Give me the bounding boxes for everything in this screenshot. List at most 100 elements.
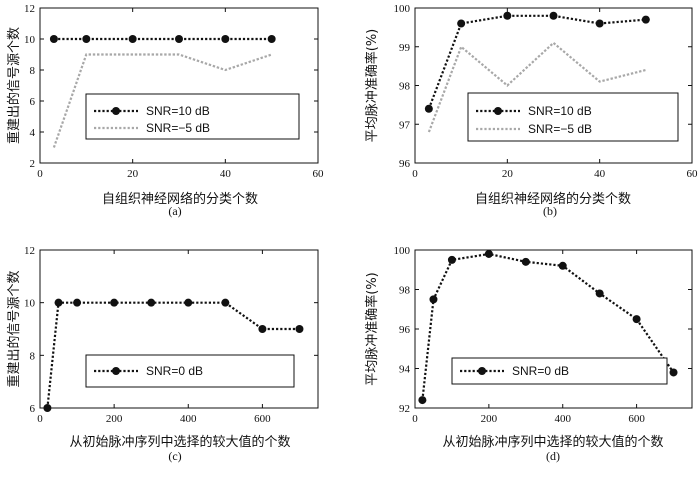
y-tick-label: 100 — [394, 245, 411, 257]
y-axis-label: 重建出的信号源个数 — [6, 270, 22, 387]
y-tick-label: 100 — [394, 3, 411, 15]
legend-marker — [112, 107, 120, 115]
data-point — [418, 396, 427, 405]
plot-frame — [39, 7, 319, 164]
panel-label: (a) — [168, 204, 181, 218]
y-tick-label: 10 — [24, 298, 36, 310]
x-tick-label: 0 — [37, 413, 43, 425]
data-point — [147, 298, 156, 307]
data-point — [128, 35, 137, 43]
chart-panel-4: 0 200 400 600 92 94 96 98 100 从初始脉冲序列中选择的较大值的个数 平均… — [364, 245, 693, 463]
series-line-2 — [427, 41, 647, 133]
x-axis-label: 自组织神经网络的分类个数 — [475, 191, 631, 207]
data-point — [267, 35, 276, 43]
x-axis-label: 从初始脉冲序列中选择的较大值的个数 — [69, 434, 290, 450]
data-point — [184, 298, 193, 307]
y-tick-label: 12 — [24, 3, 35, 15]
data-point — [258, 325, 267, 333]
panel-label: (c) — [168, 449, 181, 463]
legend: SNR=10 dB SNR=−5 dB — [467, 92, 679, 142]
data-point — [641, 15, 650, 24]
data-point — [43, 404, 52, 412]
chart-panel-2: 0 20 40 60 96 97 98 99 100 自组织神经网络的分类个数 平均脉冲准确率(%)… — [364, 3, 698, 218]
y-axis-label: 重建出的信号源个数 — [6, 27, 22, 144]
legend-label-1: SNR=10 dB — [528, 104, 592, 118]
x-tick-label: 400 — [180, 413, 197, 425]
legend-label-1: SNR=10 dB — [146, 104, 210, 118]
x-tick-label: 200 — [481, 413, 498, 425]
y-tick-label: 96 — [399, 158, 411, 170]
plot-frame — [39, 249, 319, 409]
data-point — [447, 255, 456, 264]
y-tick-label: 6 — [30, 403, 36, 415]
series-line-1 — [427, 14, 646, 110]
y-tick-label: 98 — [399, 285, 411, 297]
data-point — [484, 249, 493, 258]
y-tick-label: 96 — [399, 324, 411, 336]
data-point — [595, 289, 604, 298]
x-tick-label: 40 — [220, 168, 232, 180]
y-tick-label: 98 — [399, 81, 411, 93]
chart-panel-3: 0 200 400 600 6 8 10 12 从初始脉冲序列中选择的较大值的个数 重建出的信号源… — [6, 245, 319, 463]
data-point — [49, 35, 58, 43]
data-point — [503, 11, 512, 20]
y-tick-label: 10 — [24, 34, 36, 46]
y-tick-label: 2 — [30, 158, 36, 170]
y-tick-label: 92 — [399, 403, 410, 415]
x-axis-label: 自组织神经网络的分类个数 — [102, 191, 258, 207]
data-point — [175, 35, 183, 43]
panel-label: (d) — [546, 449, 560, 463]
y-axis-label: 平均脉冲准确率(%) — [364, 29, 380, 143]
data-point — [73, 298, 82, 307]
chart-panel-1: 0 20 40 60 2 4 6 8 10 12 自组织神经网络的分类个数 重建出的信号源个数 (a) S… — [6, 3, 324, 218]
x-tick-label: 600 — [628, 413, 645, 425]
data-point — [295, 325, 304, 333]
legend: SNR=0 dB — [85, 354, 295, 388]
legend-label-2: SNR=−5 dB — [528, 122, 592, 136]
y-tick-label: 94 — [399, 364, 411, 376]
y-tick-label: 97 — [399, 119, 411, 131]
legend-box — [467, 92, 679, 142]
data-point — [595, 19, 604, 28]
x-tick-label: 0 — [412, 168, 418, 180]
data-point — [429, 295, 438, 304]
data-point — [221, 298, 230, 307]
data-point — [632, 315, 641, 324]
x-tick-label: 20 — [127, 168, 139, 180]
x-tick-label: 40 — [594, 168, 606, 180]
y-tick-label: 8 — [30, 350, 36, 362]
x-tick-label: 20 — [502, 168, 514, 180]
series-line-2 — [52, 53, 273, 148]
data-point — [82, 35, 91, 43]
x-tick-label: 0 — [412, 413, 418, 425]
y-tick-label: 12 — [24, 245, 35, 257]
data-point — [457, 19, 466, 28]
data-point — [424, 104, 433, 113]
legend-marker — [494, 107, 502, 115]
x-tick-label: 600 — [254, 413, 271, 425]
y-tick-label: 6 — [30, 96, 36, 108]
y-tick-label: 4 — [30, 127, 36, 139]
x-tick-label: 200 — [106, 413, 123, 425]
legend-label-1: SNR=0 dB — [512, 364, 569, 378]
legend: SNR=10 dB SNR=−5 dB — [85, 93, 300, 140]
x-axis-label: 从初始脉冲序列中选择的较大值的个数 — [442, 434, 663, 450]
data-point — [221, 35, 230, 43]
data-point — [110, 298, 119, 307]
x-tick-label: 400 — [554, 413, 571, 425]
data-point — [669, 368, 678, 377]
data-point — [521, 257, 530, 266]
y-tick-label: 8 — [30, 65, 36, 77]
legend-marker — [478, 367, 486, 375]
x-tick-label: 0 — [37, 168, 43, 180]
panel-label: (b) — [543, 204, 557, 218]
legend-box — [451, 357, 668, 385]
x-tick-label: 60 — [313, 168, 325, 180]
legend: SNR=0 dB — [451, 357, 668, 385]
legend-label-1: SNR=0 dB — [146, 364, 203, 378]
legend-box — [85, 93, 300, 140]
data-point — [558, 261, 567, 270]
data-point — [54, 298, 63, 307]
x-tick-label: 60 — [687, 168, 699, 180]
